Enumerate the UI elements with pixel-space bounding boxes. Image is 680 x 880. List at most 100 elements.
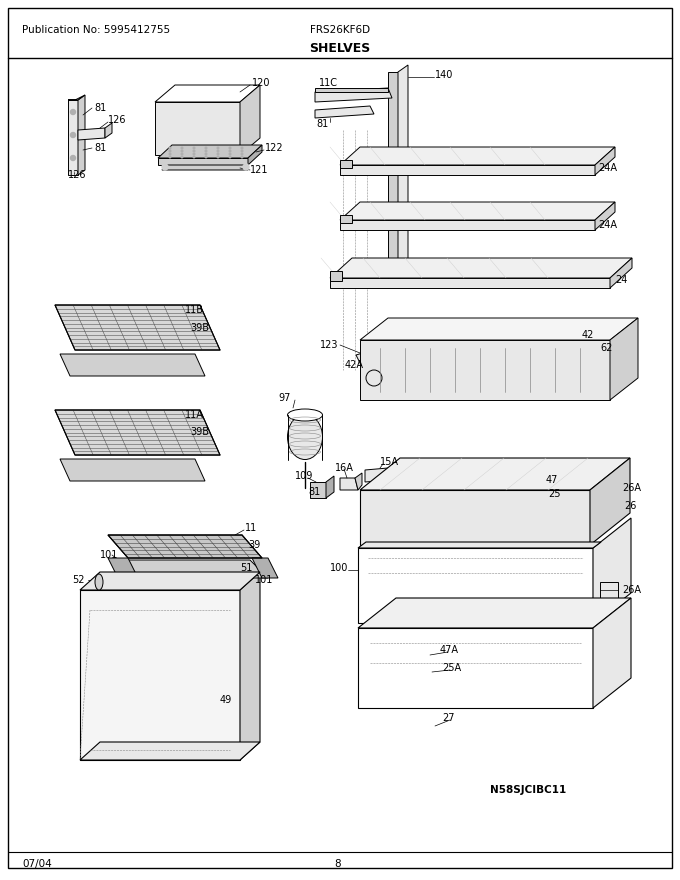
Polygon shape — [98, 574, 120, 590]
Text: 11B: 11B — [185, 305, 204, 315]
Polygon shape — [240, 572, 260, 760]
Polygon shape — [162, 165, 248, 170]
Polygon shape — [108, 558, 138, 578]
Circle shape — [71, 156, 75, 160]
Polygon shape — [593, 518, 631, 623]
Text: 25A: 25A — [442, 663, 461, 673]
Text: 25: 25 — [548, 489, 560, 499]
Polygon shape — [78, 128, 105, 140]
Text: 47A: 47A — [440, 645, 459, 655]
Circle shape — [241, 153, 243, 155]
Polygon shape — [340, 202, 615, 220]
Text: 24A: 24A — [598, 220, 617, 230]
Polygon shape — [593, 598, 631, 708]
Text: 81: 81 — [94, 143, 106, 153]
Text: 11A: 11A — [185, 410, 204, 420]
Polygon shape — [610, 318, 638, 400]
Circle shape — [229, 150, 231, 151]
Polygon shape — [340, 147, 615, 165]
Text: 81: 81 — [94, 103, 106, 113]
Text: 62: 62 — [600, 343, 613, 353]
Circle shape — [217, 150, 219, 151]
Text: 39B: 39B — [190, 323, 209, 333]
Text: 26: 26 — [624, 501, 636, 511]
Polygon shape — [120, 560, 268, 578]
Polygon shape — [340, 165, 595, 175]
Circle shape — [241, 150, 243, 151]
Polygon shape — [55, 305, 220, 350]
Text: 8: 8 — [335, 859, 341, 869]
Text: 26A: 26A — [622, 483, 641, 493]
Polygon shape — [326, 476, 334, 498]
Polygon shape — [340, 478, 358, 490]
Polygon shape — [595, 147, 615, 175]
Polygon shape — [358, 542, 601, 548]
Polygon shape — [360, 318, 638, 340]
Text: 24A: 24A — [598, 163, 617, 173]
Circle shape — [229, 157, 231, 158]
Text: 11C: 11C — [319, 78, 338, 88]
Circle shape — [169, 153, 171, 155]
Polygon shape — [388, 72, 398, 280]
Polygon shape — [60, 459, 205, 481]
Text: 42: 42 — [582, 330, 594, 340]
Polygon shape — [60, 354, 205, 376]
Polygon shape — [600, 490, 618, 512]
Circle shape — [217, 147, 219, 149]
Polygon shape — [358, 548, 593, 623]
Polygon shape — [158, 145, 262, 158]
Text: 49: 49 — [220, 695, 233, 705]
Text: 11: 11 — [245, 523, 257, 533]
Polygon shape — [340, 160, 352, 168]
Circle shape — [205, 153, 207, 155]
Polygon shape — [600, 582, 618, 602]
Polygon shape — [105, 123, 112, 138]
Text: 52: 52 — [72, 575, 84, 585]
Polygon shape — [358, 628, 593, 708]
Circle shape — [193, 157, 194, 158]
Circle shape — [193, 153, 194, 155]
Circle shape — [241, 147, 243, 149]
Polygon shape — [340, 220, 595, 230]
Text: 123: 123 — [320, 340, 339, 350]
Circle shape — [162, 164, 168, 170]
Ellipse shape — [288, 409, 322, 421]
Text: 126: 126 — [68, 170, 86, 180]
Polygon shape — [365, 468, 392, 482]
Text: 109: 109 — [295, 471, 313, 481]
Circle shape — [71, 133, 75, 137]
Text: 121: 121 — [250, 165, 269, 175]
Text: 26A: 26A — [622, 585, 641, 595]
Circle shape — [241, 157, 243, 158]
Polygon shape — [595, 202, 615, 230]
Circle shape — [181, 157, 183, 158]
Text: 39: 39 — [248, 540, 260, 550]
Text: 81: 81 — [316, 119, 328, 129]
Text: 27: 27 — [442, 713, 454, 723]
Polygon shape — [356, 348, 385, 365]
Text: 97: 97 — [278, 393, 290, 403]
Text: N58SJCIBC11: N58SJCIBC11 — [490, 785, 566, 795]
Text: 47: 47 — [546, 475, 558, 485]
Text: 24: 24 — [615, 275, 628, 285]
Ellipse shape — [288, 414, 322, 459]
Circle shape — [169, 147, 171, 149]
Circle shape — [193, 150, 194, 151]
Circle shape — [205, 150, 207, 151]
Polygon shape — [360, 458, 630, 490]
Polygon shape — [252, 558, 278, 578]
Circle shape — [193, 147, 194, 149]
Circle shape — [181, 150, 183, 151]
Polygon shape — [355, 473, 362, 490]
Polygon shape — [80, 572, 260, 590]
Text: 122: 122 — [265, 143, 284, 153]
Text: 15A: 15A — [380, 457, 399, 467]
Polygon shape — [78, 95, 85, 175]
Polygon shape — [358, 598, 631, 628]
Text: 126: 126 — [108, 115, 126, 125]
Polygon shape — [330, 278, 610, 288]
Polygon shape — [310, 482, 326, 498]
Polygon shape — [80, 742, 260, 760]
Polygon shape — [360, 340, 610, 400]
Ellipse shape — [95, 574, 103, 590]
